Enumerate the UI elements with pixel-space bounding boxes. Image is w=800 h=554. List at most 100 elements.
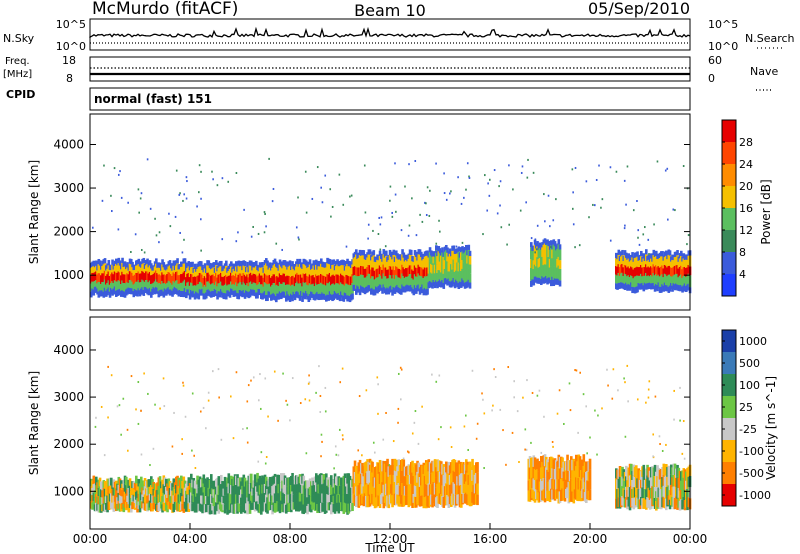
velocity-scatter-cell bbox=[307, 382, 310, 385]
power-cell bbox=[420, 251, 423, 258]
velocity-scatter-cell bbox=[319, 411, 322, 414]
velocity-cell bbox=[588, 489, 592, 501]
velocity-colorbar: 1000 500 100 25 -25 -100 -500 -1000 bbox=[721, 329, 771, 507]
power-scatter-cell bbox=[637, 236, 639, 239]
velocity-scatter-cell bbox=[476, 422, 479, 425]
velocity-colorbar-tick-label: 1000 bbox=[739, 335, 767, 348]
velocity-scatter-cell bbox=[377, 412, 379, 415]
velocity-scatter-cell bbox=[193, 454, 195, 457]
velocity-cell bbox=[256, 472, 259, 483]
power-cell bbox=[191, 261, 194, 267]
velocity-scatter-cell bbox=[277, 419, 279, 422]
power-cell bbox=[468, 282, 472, 289]
power-scatter-cell bbox=[499, 204, 501, 207]
power-scatter-cell bbox=[525, 201, 527, 204]
freq-tick-bottom-left: 8 bbox=[66, 72, 73, 85]
time-xtick-label: 20:00 bbox=[573, 532, 608, 546]
power-scatter-cell bbox=[174, 215, 177, 218]
power-cell bbox=[215, 260, 218, 266]
power-scatter-cell bbox=[200, 218, 202, 221]
velocity-cell bbox=[395, 459, 398, 472]
velocity-scatter-cell bbox=[494, 376, 497, 379]
power-cell bbox=[558, 249, 562, 261]
velocity-ylabel: Slant Range [km] bbox=[27, 371, 41, 475]
velocity-scatter-cell bbox=[107, 416, 109, 419]
velocity-scatter-cell bbox=[524, 448, 526, 451]
power-scatter-cell bbox=[592, 203, 594, 206]
power-colorbar-label: Power [dB] bbox=[759, 179, 773, 244]
velocity-scatter-cell bbox=[259, 373, 261, 376]
power-scatter-cell bbox=[263, 231, 266, 234]
power-frame bbox=[89, 113, 691, 311]
power-scatter-cell bbox=[138, 211, 140, 214]
power-scatter-cell bbox=[585, 180, 588, 183]
power-scatter-cell bbox=[175, 169, 178, 172]
power-cell bbox=[668, 250, 672, 256]
velocity-scatter-cell bbox=[94, 425, 97, 428]
power-scatter-cell bbox=[664, 169, 667, 172]
power-scatter-cell bbox=[264, 213, 266, 216]
velocity-scatter-cell bbox=[579, 371, 582, 374]
power-cell bbox=[118, 260, 122, 266]
power-scatter-cell bbox=[445, 198, 448, 201]
power-cell bbox=[395, 250, 398, 256]
velocity-scatter-cell bbox=[392, 440, 395, 443]
velocity-scatter-cell bbox=[207, 391, 210, 394]
velocity-scatter-cell bbox=[611, 397, 614, 400]
power-scatter-cell bbox=[235, 240, 238, 243]
power-cell bbox=[285, 295, 288, 302]
velocity-scatter-cell bbox=[465, 414, 467, 417]
velocity-scatter-cell bbox=[259, 407, 262, 410]
power-cell bbox=[358, 289, 362, 296]
velocity-colorbar-label: Velocity [m s^-1] bbox=[764, 376, 778, 480]
velocity-scatter-cell bbox=[397, 372, 400, 375]
velocity-cell bbox=[158, 476, 162, 485]
power-scatter-cell bbox=[345, 245, 348, 248]
velocity-colorbar-swatch bbox=[722, 484, 736, 506]
power-cell bbox=[368, 249, 372, 255]
power-cell bbox=[230, 261, 233, 267]
velocity-scatter-cell bbox=[232, 437, 235, 440]
power-cell bbox=[243, 261, 247, 267]
velocity-scatter-cell bbox=[120, 433, 122, 436]
velocity-cell bbox=[302, 475, 306, 486]
power-scatter-cell bbox=[686, 243, 688, 246]
power-cell bbox=[291, 295, 294, 302]
velocity-scatter-cell bbox=[116, 405, 119, 408]
power-ytick-label: 2000 bbox=[53, 225, 84, 239]
velocity-scatter-cell bbox=[596, 453, 598, 456]
power-scatter-cell bbox=[316, 166, 319, 169]
power-scatter-cell bbox=[428, 214, 431, 217]
power-scatter-cell bbox=[425, 202, 427, 205]
power-scatter-cell bbox=[588, 216, 590, 219]
velocity-colorbar-tick-label: -500 bbox=[739, 467, 764, 480]
power-cell bbox=[95, 260, 98, 266]
velocity-scatter-cell bbox=[612, 368, 615, 371]
velocity-scatter-cell bbox=[107, 365, 109, 368]
power-scatter-cell bbox=[625, 203, 627, 206]
velocity-cell bbox=[653, 464, 657, 476]
power-scatter-cell bbox=[687, 234, 690, 237]
power-cell bbox=[452, 245, 456, 251]
power-scatter-cell bbox=[512, 188, 514, 191]
velocity-scatter-cell bbox=[450, 446, 453, 449]
power-cell bbox=[558, 260, 562, 269]
power-scatter-cell bbox=[534, 238, 537, 241]
power-cell bbox=[428, 247, 432, 253]
power-scatter-cell bbox=[408, 224, 411, 227]
velocity-scatter-cell bbox=[217, 368, 220, 371]
power-scatter-cell bbox=[158, 231, 161, 234]
velocity-scatter-cell bbox=[260, 451, 263, 454]
power-cell bbox=[442, 282, 446, 289]
velocity-scatter-cell bbox=[163, 405, 166, 408]
date-title: 05/Sep/2010 bbox=[588, 0, 690, 18]
velocity-cell bbox=[471, 458, 474, 470]
velocity-scatter-cell bbox=[589, 436, 591, 439]
power-cell bbox=[188, 293, 192, 300]
velocity-cell bbox=[250, 473, 253, 483]
velocity-cell bbox=[122, 504, 126, 513]
power-scatter-cell bbox=[380, 216, 383, 219]
velocity-scatter-cell bbox=[191, 392, 194, 395]
velocity-scatter-cell bbox=[397, 421, 399, 424]
velocity-scatter-cell bbox=[246, 441, 249, 444]
